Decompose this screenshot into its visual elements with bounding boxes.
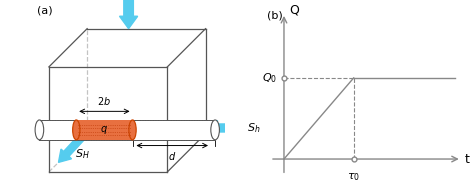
- Text: t: t: [465, 153, 470, 166]
- Text: Q: Q: [289, 4, 299, 17]
- Text: $Q_0$: $Q_0$: [262, 71, 277, 85]
- Text: $\tau_0$: $\tau_0$: [347, 171, 360, 183]
- Text: $d$: $d$: [168, 150, 176, 162]
- Text: (b): (b): [266, 10, 283, 20]
- Text: (a): (a): [37, 6, 53, 16]
- Ellipse shape: [211, 120, 219, 140]
- FancyArrow shape: [119, 0, 137, 29]
- Ellipse shape: [129, 120, 136, 140]
- Text: $S_H$: $S_H$: [75, 147, 90, 161]
- Text: $2b$: $2b$: [98, 95, 111, 107]
- Polygon shape: [76, 120, 133, 140]
- Text: $q$: $q$: [100, 124, 109, 136]
- FancyArrow shape: [206, 121, 244, 135]
- Ellipse shape: [73, 120, 80, 140]
- Polygon shape: [39, 120, 215, 140]
- Text: $S_h$: $S_h$: [246, 121, 260, 135]
- Ellipse shape: [35, 120, 44, 140]
- FancyArrow shape: [58, 135, 84, 162]
